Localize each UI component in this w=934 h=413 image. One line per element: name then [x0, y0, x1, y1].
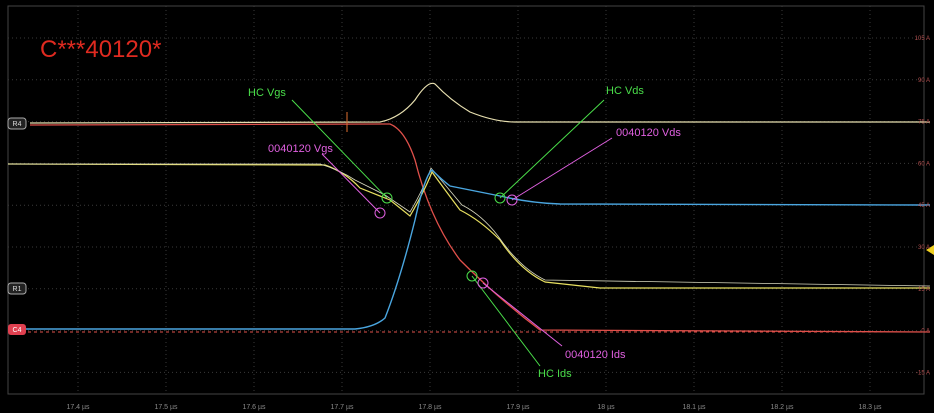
- marker: [494, 192, 506, 204]
- trace-blue: [10, 169, 931, 330]
- annotation: 0040120 Ids: [565, 349, 626, 361]
- right-axis-label: 90 A: [918, 78, 930, 84]
- trace-yellow: [7, 163, 930, 289]
- channel-label: R1: [13, 286, 22, 293]
- marker: [374, 207, 386, 219]
- x-axis-label: 17.6 µs: [242, 404, 266, 411]
- channel-badges: R4 R1 C4: [7, 117, 27, 335]
- right-axis-label: 0 A: [921, 329, 930, 335]
- marker: [381, 192, 393, 204]
- annotation: HC Vds: [606, 85, 644, 97]
- trace-ref: [29, 82, 930, 124]
- marker: [506, 194, 518, 206]
- x-axis-label: 17.5 µs: [154, 404, 178, 411]
- x-axis-label: 17.4 µs: [66, 404, 90, 411]
- right-axis-label: 105 A: [915, 36, 930, 42]
- annotation: HC Ids: [538, 368, 572, 380]
- channel-label: R4: [13, 121, 22, 128]
- pointer: [471, 275, 541, 367]
- annotation: 0040120 Vgs: [268, 143, 333, 155]
- badge: [7, 117, 27, 130]
- graticule-frame: [7, 5, 925, 395]
- annotation: HC Vgs: [248, 87, 286, 99]
- x-axis-label: 18.2 µs: [770, 404, 794, 411]
- right-axis-label: 75 A: [918, 120, 930, 126]
- x-axis-label: 18.3 µs: [858, 404, 882, 411]
- x-axis-label: 17.8 µs: [418, 404, 442, 411]
- right-axis-label: -15 A: [916, 370, 930, 376]
- x-axis-label: 17.7 µs: [330, 404, 354, 411]
- title: C***40120*: [40, 36, 161, 63]
- pointer: [511, 137, 613, 201]
- trace-red: [29, 123, 931, 333]
- level-marker: [926, 245, 934, 255]
- x-axis-label: 18.1 µs: [682, 404, 706, 411]
- pointer: [482, 282, 563, 347]
- marker: [477, 277, 489, 289]
- right-axis-label: 45 A: [918, 203, 930, 209]
- badge: [7, 282, 27, 295]
- right-axis-label: 30 A: [918, 245, 930, 251]
- channel-label: C4: [13, 327, 22, 334]
- right-axis-label: 15 A: [918, 287, 930, 293]
- badge: [8, 324, 26, 335]
- annotation: 0040120 Vds: [616, 127, 681, 139]
- trace-white: [8, 163, 931, 287]
- marker: [466, 270, 478, 282]
- x-axis-label: 17.9 µs: [506, 404, 530, 411]
- pointer: [499, 99, 605, 199]
- graticule: [8, 6, 924, 394]
- pointer: [321, 153, 381, 214]
- x-axis-label: 18 µs: [597, 404, 615, 411]
- right-axis-label: 60 A: [918, 161, 930, 167]
- pointer: [291, 99, 388, 199]
